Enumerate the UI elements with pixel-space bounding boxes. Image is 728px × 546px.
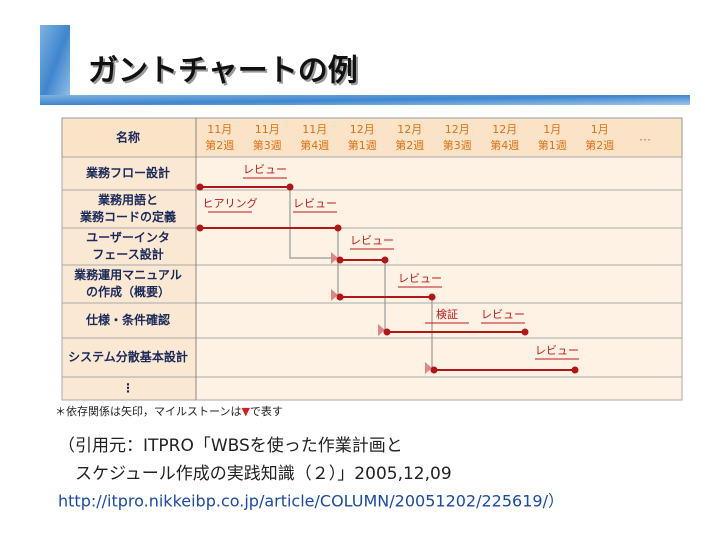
task-point [196, 183, 204, 191]
column-month: 1月 [543, 123, 561, 136]
task-point [334, 224, 342, 232]
row-name: 業務運用マニュアル [73, 267, 182, 282]
row-bg [195, 337, 683, 378]
column-month: 12月 [350, 123, 375, 136]
task-point [196, 224, 204, 232]
citation: スケジュール作成の実践知識（２）」2005,12,09 [58, 464, 452, 484]
title-shadow: ガントチャートの例 [90, 56, 360, 91]
column-week: 第2週 [205, 138, 234, 152]
row-name: 仕様・条件確認 [85, 312, 170, 327]
column-month: 11月 [302, 123, 327, 136]
dependency-arrow [289, 187, 332, 259]
row-name: ユーザーインタ [86, 231, 170, 245]
column-more: … [639, 130, 651, 144]
annotation: ヒアリング [203, 196, 258, 210]
row-bg [195, 227, 683, 266]
citation-url: http://itpro.nikkeibp.co.jp/article/COLU… [58, 492, 564, 511]
column-week: 第4週 [300, 138, 329, 152]
task-point [383, 328, 391, 336]
annotation: レビュー [293, 197, 337, 210]
row-bg [195, 156, 683, 191]
row-bg [195, 376, 683, 401]
row-bg [195, 189, 683, 229]
footnote-text: で表す [250, 404, 283, 418]
column-month: 1月 [591, 123, 609, 136]
name-cell [61, 156, 197, 191]
row-name: 業務コードの定義 [79, 209, 176, 224]
annotation: レビュー [243, 163, 287, 176]
decor [40, 95, 690, 105]
annotation: レビュー [350, 234, 394, 247]
column-week: 第1週 [348, 138, 377, 152]
column-week: 第4週 [490, 138, 519, 152]
footnote-text: ＊依存関係は矢印，マイルストーンは [55, 404, 241, 418]
column-month: 11月 [207, 123, 232, 136]
name-cell [61, 302, 197, 339]
task-point [428, 293, 436, 301]
arrow-head [378, 324, 385, 336]
row-name: フェース設計 [92, 247, 163, 262]
task-point [336, 293, 344, 301]
row-name: 業務用語と [97, 192, 158, 207]
column-month: 11月 [255, 123, 280, 136]
annotation: 検証 [436, 307, 458, 321]
task-point [381, 256, 389, 264]
row-name: 業務フロー設計 [85, 165, 170, 180]
task-point [286, 183, 294, 191]
footnote: ＊依存関係は矢印，マイルストーンは▼で表す [55, 404, 283, 418]
column-week: 第2週 [395, 138, 424, 152]
annotation: レビュー [398, 272, 442, 285]
task-point [521, 328, 529, 336]
column-week: 第2週 [585, 138, 614, 152]
title: ガントチャートの例 [88, 54, 358, 89]
column-week: 第1週 [538, 138, 567, 152]
arrow-head [331, 289, 338, 301]
citation: （引用元：ITPRO「WBSを使った作業計画と [58, 435, 403, 456]
column-month: 12月 [492, 123, 517, 136]
column-week: 第3週 [253, 138, 282, 152]
column-week: 第3週 [443, 138, 472, 152]
row-name: の作成（概要） [86, 284, 170, 299]
task-point [336, 256, 344, 264]
name-cell [61, 337, 197, 378]
arrow-head [331, 252, 338, 264]
task-point [571, 366, 579, 374]
arrow-head [425, 362, 432, 374]
task-point [430, 366, 438, 374]
row-name: システム分散基本設計 [68, 349, 188, 364]
annotation: レビュー [535, 344, 579, 357]
name-header: 名称 [116, 130, 140, 145]
column-month: 12月 [397, 123, 422, 136]
row-name: ⋮ [122, 381, 134, 395]
annotation: レビュー [481, 308, 525, 321]
milestone-symbol: ▼ [241, 405, 250, 418]
column-month: 12月 [445, 123, 470, 136]
decor [40, 25, 70, 105]
header-bg [61, 117, 683, 158]
